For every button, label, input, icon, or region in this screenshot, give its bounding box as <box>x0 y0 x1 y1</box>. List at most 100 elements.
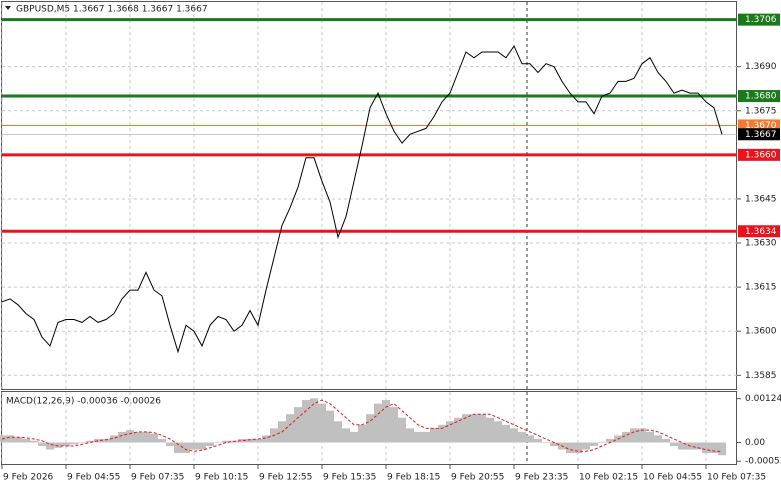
y-tick-label: -0.00053 <box>745 457 781 467</box>
macd-bar <box>462 414 470 443</box>
macd-bar <box>358 424 366 443</box>
level-label: 1.3670 <box>745 121 777 131</box>
macd-bar <box>494 421 502 443</box>
price-line <box>1 45 723 354</box>
macd-title: MACD(12,26,9) -0.00036 -0.00026 <box>6 397 161 407</box>
y-tick-label: 0.00 <box>745 438 765 448</box>
macd-bar <box>566 442 574 454</box>
macd-bar <box>470 414 478 443</box>
macd-bar <box>390 407 398 443</box>
macd-bar <box>454 417 462 443</box>
macd-bar <box>294 407 302 443</box>
signal-line <box>1 399 723 453</box>
macd-bar <box>718 442 726 456</box>
macd-bar <box>670 442 678 447</box>
x-tick-label: 9 Feb 20:55 <box>451 473 504 483</box>
macd-bar <box>142 431 150 443</box>
level-label: 1.3680 <box>745 92 777 102</box>
x-tick-label: 9 Feb 15:35 <box>323 473 376 483</box>
macd-bar <box>150 433 158 443</box>
macd-bar <box>350 431 358 443</box>
macd-bar <box>62 442 70 447</box>
macd-bar <box>646 431 654 443</box>
macd-bar <box>6 435 14 443</box>
macd-bar <box>134 431 142 443</box>
macd-bar <box>54 442 62 448</box>
macd-bar <box>630 428 638 443</box>
macd-bar <box>638 428 646 443</box>
level-label: 1.3634 <box>745 227 777 237</box>
macd-bar <box>38 442 46 447</box>
macd-bar <box>30 440 38 443</box>
macd-bar <box>542 442 550 443</box>
macd-bar <box>438 424 446 443</box>
y-tick-label: 1.3600 <box>745 327 777 337</box>
macd-bar <box>198 442 206 450</box>
macd-bar <box>78 442 86 443</box>
macd-bar <box>582 442 590 450</box>
macd-bar <box>622 431 630 443</box>
y-tick-label: 1.3615 <box>745 283 777 293</box>
level-label-box <box>738 90 780 103</box>
x-tick-label: 10 Feb 04:55 <box>643 473 702 483</box>
macd-bar <box>678 442 686 450</box>
level-label: 1.3667 <box>745 130 777 140</box>
macd-bar <box>366 414 374 443</box>
x-tick-label: 10 Feb 07:35 <box>707 473 766 483</box>
macd-bar <box>518 431 526 443</box>
macd-bar <box>502 424 510 443</box>
macd-bar <box>590 442 598 447</box>
macd-bar <box>254 438 262 443</box>
y-tick-label: 1.3690 <box>745 62 777 72</box>
macd-bar <box>422 431 430 443</box>
x-tick-label: 9 Feb 2026 <box>3 473 54 483</box>
x-tick-label: 10 Feb 02:15 <box>579 473 638 483</box>
macd-bar <box>406 428 414 443</box>
macd-bar <box>166 442 174 447</box>
macd-bar <box>206 442 214 447</box>
macd-bar <box>310 398 318 443</box>
macd-bar <box>262 435 270 443</box>
macd-bar <box>246 438 254 443</box>
y-tick-label: 1.3585 <box>745 371 777 381</box>
macd-bar <box>22 438 30 443</box>
macd-bar <box>102 438 110 443</box>
macd-bar <box>550 442 558 447</box>
macd-bar <box>574 442 582 454</box>
level-label: 1.3660 <box>745 150 777 160</box>
macd-bar <box>158 438 166 443</box>
y-tick-label: 1.3675 <box>745 106 777 116</box>
macd-bar <box>702 442 710 454</box>
y-tick-label: 1.3645 <box>745 194 777 204</box>
x-tick-label: 9 Feb 18:15 <box>387 473 440 483</box>
macd-bar <box>14 437 22 443</box>
macd-bar <box>334 421 342 443</box>
x-tick-label: 9 Feb 10:15 <box>195 473 248 483</box>
macd-bar <box>222 440 230 443</box>
x-tick-label: 9 Feb 12:55 <box>259 473 312 483</box>
macd-bar <box>414 431 422 443</box>
macd-bar <box>374 403 382 443</box>
macd-bar <box>214 442 222 443</box>
macd-bar <box>46 442 54 450</box>
y-tick-label: 0.00124 <box>745 394 781 404</box>
y-tick-label: 1.3630 <box>745 239 777 249</box>
macd-bar <box>302 400 310 443</box>
x-tick-label: 9 Feb 23:35 <box>515 473 568 483</box>
macd-bar <box>510 428 518 443</box>
macd-bar <box>606 438 614 443</box>
level-label-box <box>738 13 780 26</box>
macd-bar <box>110 435 118 443</box>
macd-bar <box>286 414 294 443</box>
macd-bar <box>710 442 718 454</box>
macd-bar <box>342 428 350 443</box>
macd-bar <box>70 442 78 445</box>
macd-bar <box>182 442 190 454</box>
macd-bar <box>478 414 486 443</box>
level-label-box <box>738 148 780 161</box>
macd-bar <box>326 410 334 443</box>
x-tick-label: 9 Feb 04:55 <box>67 473 120 483</box>
macd-bar <box>318 403 326 443</box>
level-label-box <box>738 225 780 238</box>
